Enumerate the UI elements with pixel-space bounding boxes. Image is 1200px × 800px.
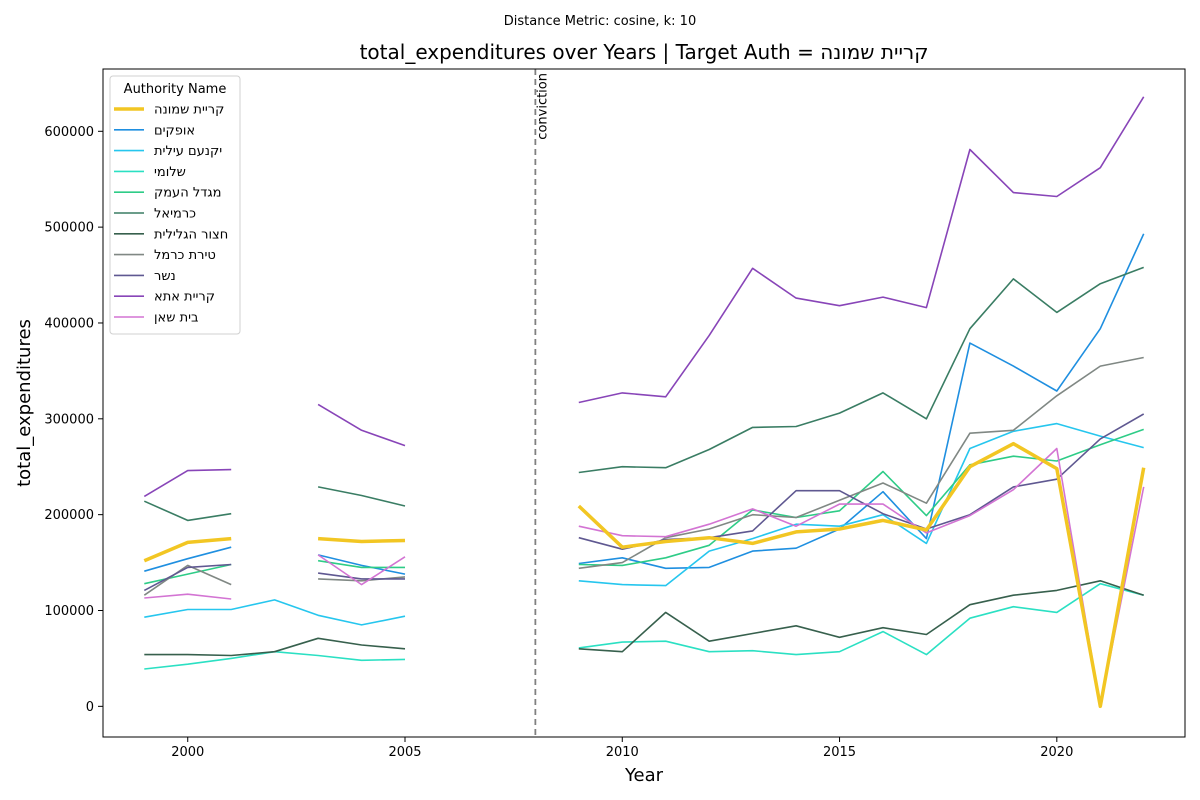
legend-label-9: נשר	[154, 269, 176, 284]
series-line-11	[144, 447, 1145, 708]
legend-label-3: יקנעם עילית	[154, 144, 222, 159]
plot-lines: conviction	[143, 69, 1146, 737]
x-tick-label: 2015	[823, 745, 856, 760]
legend-box	[109, 75, 241, 335]
legend-label-7: חצור הגלילית	[154, 227, 228, 242]
legend-label-1: קריית שמונה	[154, 103, 224, 118]
figure-supertitle: Distance Metric: cosine, k: 10	[503, 14, 697, 29]
legend-label-6: כרמיאל	[154, 207, 196, 222]
plot-frame	[102, 68, 1186, 738]
x-tick-label: 2020	[1040, 745, 1073, 760]
legend-label-10: קריית אתא	[154, 290, 215, 305]
legend-label-4: שלומי	[154, 165, 186, 180]
x-axis-label: Year	[624, 765, 664, 786]
legend-title: Authority Name	[124, 82, 227, 97]
annotation-label: conviction	[535, 73, 550, 140]
chart-title: total_expenditures over Years | Target A…	[359, 40, 929, 64]
y-tick-label: 600000	[44, 125, 94, 140]
legend: Authority Name קריית שמונה אופקים יקנעם עיל…	[109, 75, 241, 335]
series-line-7	[144, 580, 1144, 657]
y-tick-label: 100000	[44, 604, 94, 619]
legend-label-8: טירת כרמל	[154, 248, 216, 263]
series-line-8	[143, 356, 1144, 596]
y-tick-label: 300000	[44, 412, 94, 427]
y-tick-label: 500000	[44, 221, 94, 236]
series-line-6	[143, 266, 1144, 522]
series-line-10	[143, 96, 1145, 498]
legend-label-5: מגדל העמק	[154, 186, 222, 201]
series-line-2	[144, 233, 1145, 575]
y-axis-label: total_expenditures	[14, 319, 35, 487]
series-line-4	[144, 582, 1144, 670]
x-tick-label: 2005	[388, 745, 421, 760]
x-tick-label: 2010	[606, 745, 639, 760]
y-tick-label: 0	[86, 700, 94, 715]
axes: 2000 2005 2010 2015 2020 0 100000 200000 300000 4…	[14, 68, 1186, 786]
y-tick-label: 400000	[44, 316, 94, 331]
series-line-1	[143, 441, 1146, 709]
legend-label-2: אופקים	[154, 123, 195, 138]
x-tick-label: 2000	[171, 745, 204, 760]
series-line-3	[144, 422, 1144, 626]
y-tick-label: 200000	[44, 508, 94, 523]
legend-label-11: בית שאן	[154, 311, 199, 326]
